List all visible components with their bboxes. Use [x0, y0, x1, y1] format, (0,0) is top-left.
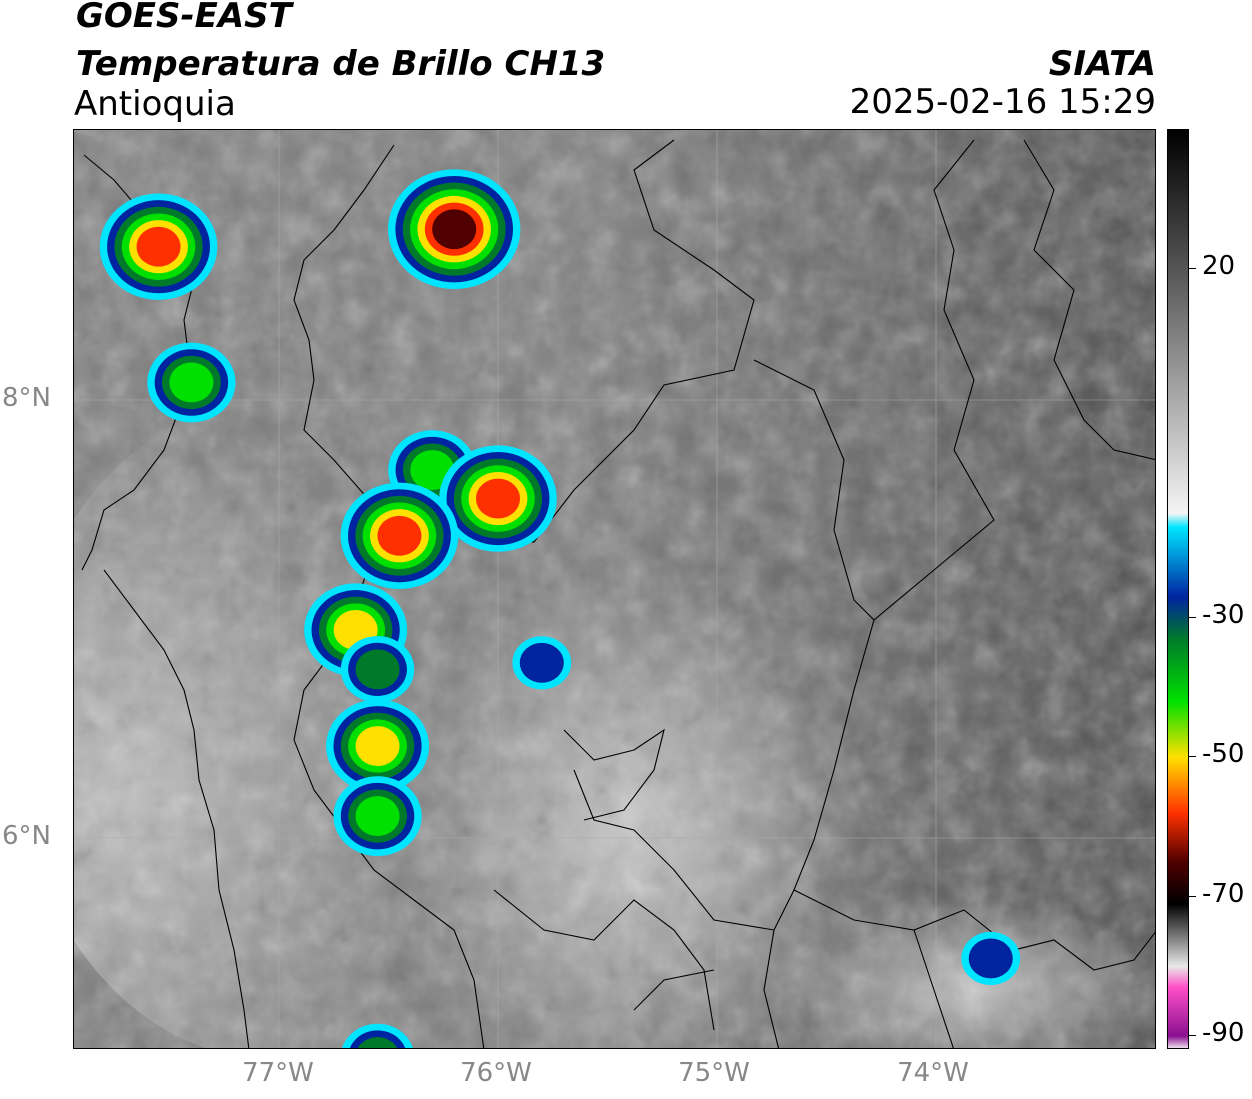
storm-contour: [355, 649, 400, 690]
colorbar-tick-mark: [1189, 895, 1196, 897]
satellite-map: [73, 129, 1156, 1049]
inner-border-5: [633, 969, 715, 1011]
cloud-texture: [74, 130, 1155, 1048]
lat-label-8: 8°N: [2, 383, 51, 413]
magdalena-line: [763, 619, 875, 1048]
storm-cell: [342, 1023, 413, 1048]
graticule: [74, 130, 1155, 1048]
inner-border-4: [913, 929, 954, 1048]
storm-contour: [355, 796, 400, 837]
colorbar-tick-minus50: -50: [1202, 739, 1245, 770]
storm-cells: [99, 169, 1021, 1048]
north-border: [1023, 139, 1155, 461]
storm-contour: [519, 642, 564, 683]
coastline-south: [103, 569, 250, 1048]
colorbar-tick-mark: [1189, 616, 1196, 618]
antioquia-border: [403, 139, 755, 543]
lat-label-6: 6°N: [2, 821, 51, 851]
colorbar: [1167, 129, 1189, 1049]
map-canvas: [74, 130, 1155, 1048]
storm-contour: [968, 938, 1013, 979]
organization-label: SIATA: [1048, 44, 1156, 84]
colorbar-tick-20: 20: [1202, 251, 1236, 282]
storm-cell: [340, 482, 459, 589]
product-title: Temperatura de Brillo CH13: [76, 44, 606, 84]
colorbar-tick-mark: [1189, 268, 1196, 270]
storm-contour: [475, 478, 521, 519]
lon-label-77: 77°W: [242, 1058, 314, 1088]
storm-cell: [961, 931, 1021, 986]
colorbar-tick-minus30: -30: [1202, 599, 1245, 630]
storm-cell: [147, 342, 236, 423]
colorbar-tick-minus70: -70: [1202, 878, 1245, 909]
colorbar-tick-mark: [1189, 1035, 1196, 1037]
antioquia-east: [753, 139, 995, 621]
storm-cell: [512, 636, 572, 690]
storm-contour: [169, 362, 214, 403]
colorbar-tick-minus90: -90: [1202, 1018, 1245, 1049]
satellite-title: GOES-EAST: [76, 0, 292, 36]
inner-border-2: [573, 769, 775, 931]
lon-label-75: 75°W: [678, 1058, 750, 1088]
storm-contour: [136, 226, 181, 267]
lon-label-76: 76°W: [460, 1058, 532, 1088]
region-label: Antioquia: [74, 84, 236, 124]
storm-cell: [326, 699, 429, 793]
storm-cell: [99, 193, 218, 300]
storm-contour: [355, 726, 400, 766]
valley-border: [563, 728, 665, 821]
uraba-coast: [293, 144, 405, 531]
storm-contour: [357, 1037, 398, 1048]
storm-contour: [432, 209, 477, 250]
storm-contour: [377, 515, 422, 556]
colorbar-tick-mark: [1189, 756, 1196, 758]
datetime-label: 2025-02-16 15:29: [849, 82, 1156, 122]
colorbar-canvas: [1168, 130, 1188, 1048]
storm-cell: [340, 636, 415, 703]
storm-cell: [439, 445, 557, 552]
storm-cell: [333, 776, 422, 856]
inner-border-1: [493, 889, 715, 1031]
lon-label-74: 74°W: [897, 1058, 969, 1088]
storm-cell: [388, 169, 521, 290]
